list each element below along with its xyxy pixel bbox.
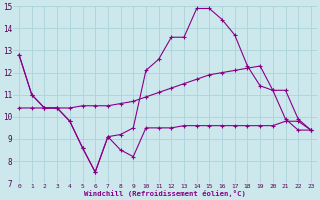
X-axis label: Windchill (Refroidissement éolien,°C): Windchill (Refroidissement éolien,°C) (84, 190, 246, 197)
